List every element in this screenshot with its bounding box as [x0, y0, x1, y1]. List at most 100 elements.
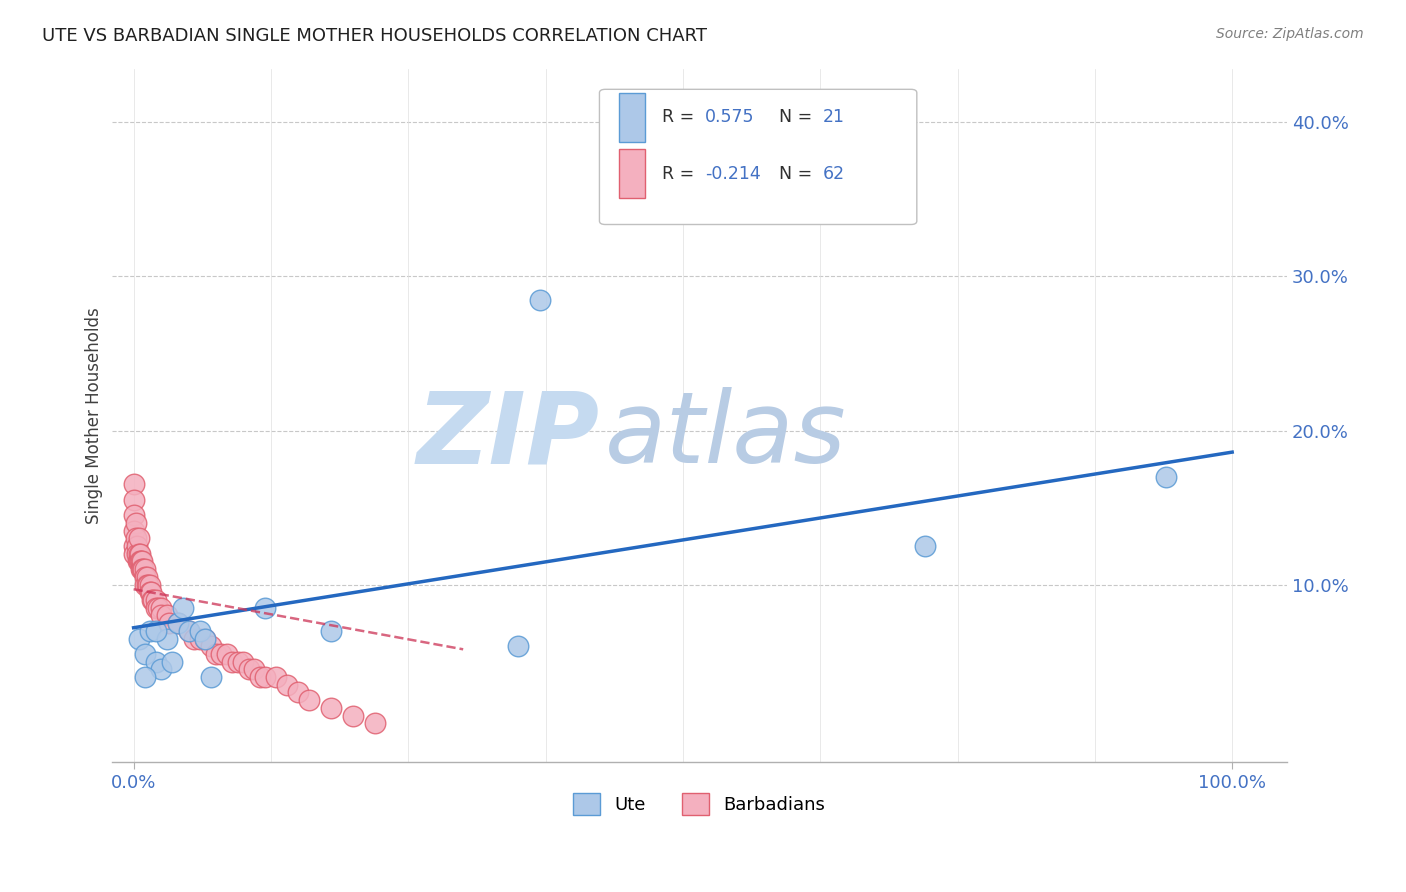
Point [134, 577, 156, 591]
Point [129, 562, 152, 576]
Point [134, 570, 156, 584]
Point [141, 585, 163, 599]
Point [221, 655, 243, 669]
Point [160, 655, 183, 669]
Point [276, 678, 298, 692]
Point [321, 701, 343, 715]
Point [243, 662, 266, 676]
Point [129, 554, 152, 568]
Text: N =: N = [779, 108, 818, 127]
Text: N =: N = [779, 165, 818, 183]
Point [131, 554, 153, 568]
Text: -0.214: -0.214 [706, 165, 761, 183]
FancyBboxPatch shape [599, 89, 917, 225]
Point [157, 616, 180, 631]
Point [166, 616, 188, 631]
Text: 21: 21 [823, 108, 845, 127]
FancyBboxPatch shape [620, 150, 645, 198]
Point [150, 600, 173, 615]
Point [139, 624, 162, 638]
Point [342, 708, 364, 723]
Point [364, 716, 387, 731]
Point [145, 624, 167, 638]
Point [135, 570, 157, 584]
Point [177, 624, 200, 638]
Point [122, 524, 145, 538]
Point [200, 639, 222, 653]
Point [529, 293, 551, 307]
Point [132, 562, 155, 576]
Point [136, 577, 159, 591]
Point [188, 624, 211, 638]
Point [194, 632, 217, 646]
Text: R =: R = [662, 165, 700, 183]
Point [122, 492, 145, 507]
Point [129, 547, 152, 561]
Point [145, 655, 167, 669]
Point [254, 600, 277, 615]
Point [122, 547, 145, 561]
Point [145, 600, 167, 615]
Text: 62: 62 [823, 165, 845, 183]
Point [139, 585, 162, 599]
Point [122, 508, 145, 523]
Point [142, 593, 165, 607]
Text: 0.575: 0.575 [706, 108, 755, 127]
Point [129, 554, 152, 568]
Point [128, 632, 150, 646]
Point [134, 647, 156, 661]
Point [266, 670, 288, 684]
Point [155, 632, 177, 646]
Point [249, 670, 271, 684]
Point [1154, 469, 1177, 483]
Point [134, 670, 156, 684]
Point [172, 600, 194, 615]
Point [141, 593, 163, 607]
Point [122, 477, 145, 491]
Point [298, 693, 321, 707]
Point [125, 532, 148, 546]
Point [128, 547, 150, 561]
FancyBboxPatch shape [620, 93, 645, 142]
Point [254, 670, 277, 684]
Point [194, 632, 217, 646]
Point [134, 562, 156, 576]
Point [131, 562, 153, 576]
Point [127, 554, 149, 568]
Point [215, 647, 238, 661]
Point [128, 532, 150, 546]
Point [188, 632, 211, 646]
Point [183, 632, 205, 646]
Point [146, 600, 169, 615]
Point [150, 608, 173, 623]
Point [226, 655, 249, 669]
Point [125, 539, 148, 553]
Text: atlas: atlas [606, 387, 846, 484]
Point [150, 662, 173, 676]
Point [166, 616, 188, 631]
Point [139, 577, 162, 591]
Text: ZIP: ZIP [416, 387, 599, 484]
Point [135, 577, 157, 591]
Point [232, 655, 254, 669]
Point [122, 539, 145, 553]
Point [287, 685, 309, 699]
Point [125, 547, 148, 561]
Text: R =: R = [662, 108, 700, 127]
Point [205, 647, 228, 661]
Text: UTE VS BARBADIAN SINGLE MOTHER HOUSEHOLDS CORRELATION CHART: UTE VS BARBADIAN SINGLE MOTHER HOUSEHOLD… [42, 27, 707, 45]
Point [321, 624, 343, 638]
Point [125, 516, 148, 530]
Text: Source: ZipAtlas.com: Source: ZipAtlas.com [1216, 27, 1364, 41]
Point [128, 554, 150, 568]
Point [211, 647, 233, 661]
Point [238, 662, 260, 676]
Point [506, 639, 529, 653]
Point [155, 608, 177, 623]
Y-axis label: Single Mother Households: Single Mother Households [86, 307, 103, 524]
Point [145, 593, 167, 607]
Legend: Ute, Barbadians: Ute, Barbadians [574, 793, 825, 815]
Point [200, 670, 222, 684]
Point [914, 539, 936, 553]
Point [177, 624, 200, 638]
